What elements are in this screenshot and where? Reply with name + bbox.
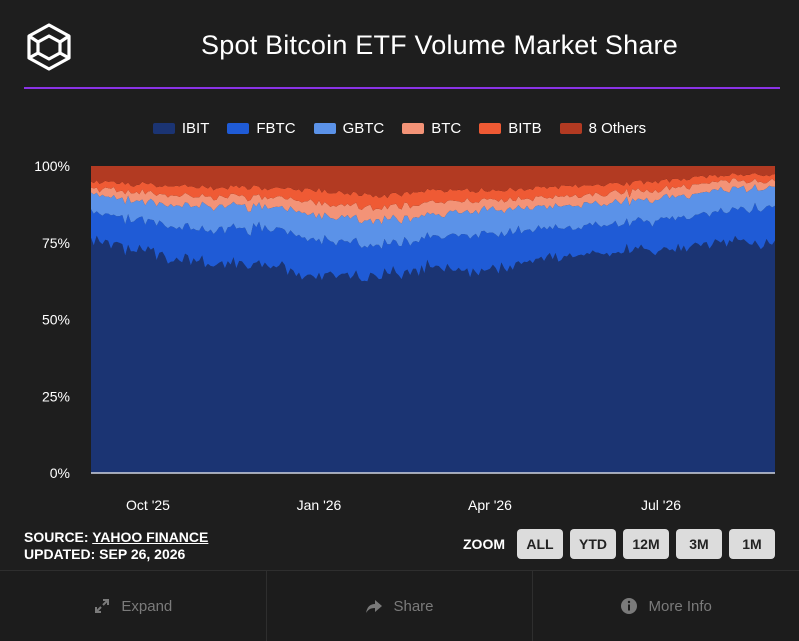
zoom-ytd-button[interactable]: YTD	[570, 529, 616, 559]
legend-label: GBTC	[342, 120, 385, 137]
legend-label: BITB	[508, 120, 542, 137]
series-area-8-others[interactable]	[91, 166, 775, 199]
block-logo-icon	[27, 23, 71, 71]
info-icon	[621, 598, 638, 614]
legend-swatch	[402, 123, 425, 134]
legend-label: 8 Others	[588, 120, 647, 137]
share-button[interactable]: Share	[267, 571, 534, 641]
y-tick-label: 0%	[50, 465, 70, 481]
legend-item-gbtc[interactable]: GBTC	[313, 120, 385, 137]
series-area-bitb[interactable]	[91, 173, 775, 211]
zoom-controls: ZOOM ALL YTD 12M 3M 1M	[463, 529, 775, 559]
y-tick-label: 25%	[42, 388, 70, 404]
zoom-1m-button[interactable]: 1M	[729, 529, 775, 559]
series-area-ibit[interactable]	[91, 235, 775, 473]
updated-date: UPDATED: SEP 26, 2026	[24, 546, 186, 562]
header-divider	[24, 87, 780, 89]
zoom-all-button[interactable]: ALL	[517, 529, 563, 559]
more-info-button[interactable]: More Info	[533, 571, 799, 641]
legend-item-btc[interactable]: BTC	[402, 120, 461, 137]
legend-swatch	[559, 123, 582, 134]
y-tick-label: 100%	[34, 158, 70, 174]
expand-label: Expand	[121, 597, 173, 615]
x-tick-label: Oct '25	[126, 497, 170, 513]
x-tick-label: Jan '26	[297, 497, 342, 513]
zoom-12m-button[interactable]: 12M	[623, 529, 669, 559]
legend-swatch	[152, 123, 175, 134]
source-prefix: SOURCE:	[24, 529, 93, 545]
series-area-btc[interactable]	[91, 178, 775, 225]
share-arrow-icon	[366, 600, 383, 613]
legend-swatch	[313, 123, 336, 134]
legend-swatch	[479, 123, 502, 134]
x-tick-label: Jul '26	[641, 497, 681, 513]
expand-button[interactable]: Expand	[0, 571, 267, 641]
chart-title: Spot Bitcoin ETF Volume Market Share	[201, 30, 678, 60]
stacked-area-chart: 0% 25% 50% 75% 100% Oct '25 Jan '26 Apr '26 Jul …	[34, 158, 775, 513]
zoom-label: ZOOM	[463, 536, 505, 552]
share-label: Share	[393, 597, 434, 615]
more-info-label: More Info	[648, 597, 712, 615]
chart-legend: IBIT FBTC GBTC BTC BITB 8 Others	[0, 120, 799, 137]
legend-swatch	[227, 123, 250, 134]
footer-actions: Expand Share More Info	[0, 570, 799, 641]
y-tick-label: 50%	[42, 312, 70, 328]
source-info: SOURCE: YAHOO FINANCE UPDATED: SEP 26, 2…	[24, 529, 208, 563]
legend-item-fbtc[interactable]: FBTC	[227, 120, 296, 137]
expand-icon	[95, 599, 110, 613]
x-tick-label: Apr '26	[468, 497, 512, 513]
y-tick-label: 75%	[42, 235, 70, 251]
legend-item-ibit[interactable]: IBIT	[152, 120, 210, 137]
zoom-3m-button[interactable]: 3M	[676, 529, 722, 559]
legend-item-8-others[interactable]: 8 Others	[559, 120, 647, 137]
source-link[interactable]: YAHOO FINANCE	[92, 529, 209, 545]
chart-header: Spot Bitcoin ETF Volume Market Share	[0, 0, 799, 89]
legend-label: BTC	[431, 120, 462, 137]
legend-label: IBIT	[181, 120, 210, 137]
legend-label: FBTC	[256, 120, 296, 137]
series-area-gbtc[interactable]	[91, 184, 775, 249]
series-area-fbtc[interactable]	[91, 202, 775, 282]
legend-item-bitb[interactable]: BITB	[479, 120, 542, 137]
